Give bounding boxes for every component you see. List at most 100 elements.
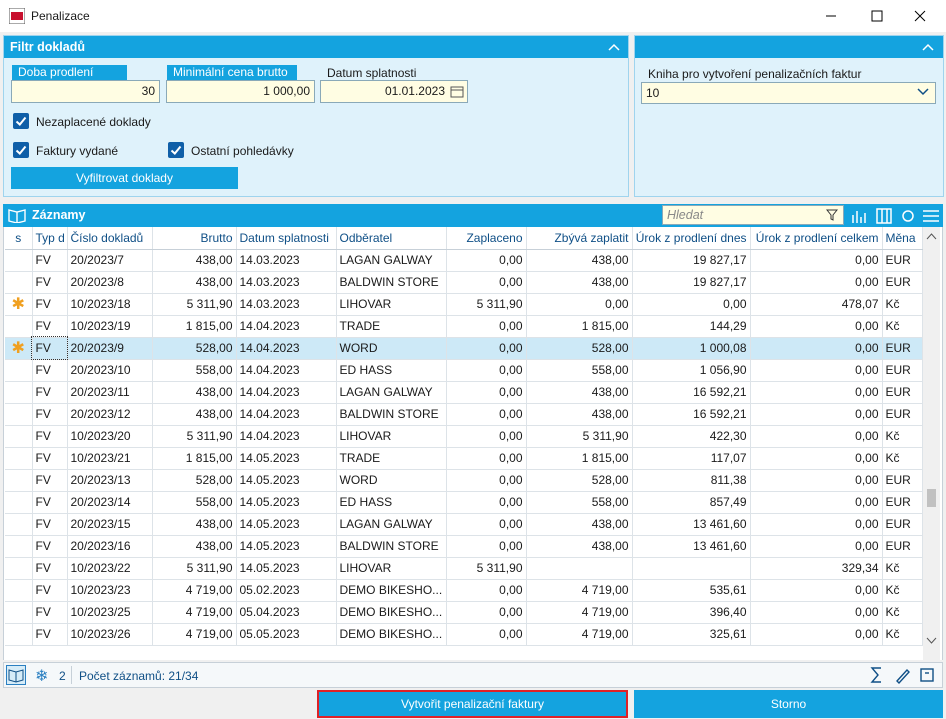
table-cell: 144,29 — [632, 315, 751, 338]
checkbox[interactable] — [13, 113, 29, 129]
column-header[interactable]: Typ d — [32, 227, 68, 250]
table-row[interactable]: FV 20/2023/15 438,00 14.05.2023 LAGAN GALWAY… — [5, 513, 923, 536]
table-cell: BALDWIN STORE — [336, 271, 447, 294]
table-row[interactable]: FV 20/2023/10 558,00 14.04.2023 ED HASS 0,00 5… — [5, 359, 923, 382]
table-row[interactable]: FV 10/2023/23 4 719,00 05.02.2023 DEMO BIKES… — [5, 579, 923, 602]
check-mark — [15, 145, 27, 155]
separator — [71, 666, 72, 684]
table-cell: FV — [32, 623, 68, 646]
window-controls[interactable] — [820, 8, 940, 24]
table-cell: 0,00 — [750, 447, 883, 470]
table-row[interactable]: FV 10/2023/25 4 719,00 05.04.2023 DEMO BIKES… — [5, 601, 923, 624]
scroll-thumb[interactable] — [927, 489, 936, 507]
table-cell: 14.03.2023 — [236, 271, 337, 294]
column-header[interactable]: Úrok z prodlení dnes — [632, 227, 751, 250]
scroll-up[interactable] — [926, 232, 937, 240]
calendar-icon[interactable] — [450, 85, 464, 98]
table-cell: 10/2023/19 — [67, 315, 153, 338]
table-row[interactable]: FV 20/2023/7 438,00 14.03.2023 LAGAN GALWAY 0… — [5, 249, 923, 272]
grid-area: s Typ d Číslo dokladů Brutto Datum splatnost… — [3, 227, 943, 660]
table-row[interactable]: ✱ FV 10/2023/18 5 311,90 14.03.2023 LIHOVAR 5 … — [5, 293, 923, 316]
table-row[interactable]: FV 20/2023/14 558,00 14.05.2023 ED HASS 0,00 5… — [5, 491, 923, 514]
table-row[interactable]: FV 10/2023/19 1 815,00 14.04.2023 TRADE 0,00 1… — [5, 315, 923, 338]
column-header[interactable]: s — [5, 227, 33, 250]
table-cell: 0,00 — [446, 337, 527, 360]
status-icons[interactable] — [869, 666, 941, 684]
toolbar-icons[interactable] — [851, 207, 941, 225]
column-header[interactable]: Zbývá zaplatit — [526, 227, 633, 250]
column-header[interactable]: Úrok z prodlení celkem — [750, 227, 883, 250]
marked-icon: ❄ — [35, 668, 49, 685]
table-row[interactable]: FV 20/2023/16 438,00 14.05.2023 BALDWIN STOR… — [5, 535, 923, 558]
cancel-button[interactable]: Storno — [634, 690, 943, 718]
table-cell: EUR — [882, 359, 923, 382]
date-input[interactable]: 01.01.2023 — [320, 80, 468, 103]
table-cell: 0,00 — [750, 469, 883, 492]
app-icon — [9, 8, 25, 24]
column-header[interactable]: Brutto — [152, 227, 237, 250]
table-cell: 20/2023/15 — [67, 513, 153, 536]
table-cell: 0,00 — [750, 315, 883, 338]
table-cell: 0,00 — [632, 293, 751, 316]
table-cell: BALDWIN STORE — [336, 403, 447, 426]
table-cell: 14.03.2023 — [236, 293, 337, 316]
column-header[interactable]: Datum splatnosti — [236, 227, 337, 250]
table-cell: 05.05.2023 — [236, 623, 337, 646]
table-row[interactable]: FV 10/2023/22 5 311,90 14.05.2023 LIHOVAR 5 3… — [5, 557, 923, 580]
table-row[interactable]: FV 10/2023/20 5 311,90 14.04.2023 LIHOVAR 0,0… — [5, 425, 923, 448]
table-row[interactable]: ✱ FV 20/2023/9 528,00 14.04.2023 WORD 0,00 528,… — [5, 336, 923, 360]
collapse-icon[interactable] — [607, 40, 621, 54]
filter-button[interactable]: Vyfiltrovat doklady — [11, 167, 238, 189]
text-input[interactable]: 30 — [11, 80, 160, 103]
window-title: Penalizace — [31, 9, 90, 23]
table-row[interactable]: FV 20/2023/11 438,00 14.04.2023 LAGAN GALWAY… — [5, 381, 923, 404]
table-cell: EUR — [882, 513, 923, 536]
table-cell: DEMO BIKESHO... — [336, 623, 447, 646]
table-cell: TRADE — [336, 447, 447, 470]
table-cell: FV — [32, 425, 68, 448]
checkbox[interactable] — [168, 142, 184, 158]
table-row[interactable]: FV 10/2023/26 4 719,00 05.05.2023 DEMO BIKES… — [5, 623, 923, 646]
table-cell: 438,00 — [526, 535, 633, 558]
checkbox[interactable] — [13, 142, 29, 158]
table-row[interactable]: FV 20/2023/8 438,00 14.03.2023 BALDWIN STORE… — [5, 271, 923, 294]
scrollbar[interactable] — [923, 227, 940, 660]
book-toggle[interactable] — [6, 665, 26, 685]
filter-icon[interactable] — [826, 209, 838, 221]
column-header[interactable]: Měna — [882, 227, 923, 250]
status-cell — [5, 381, 33, 404]
dropdown-icon[interactable] — [916, 87, 930, 97]
table-cell: Kč — [882, 315, 923, 338]
table-cell: 1 815,00 — [526, 315, 633, 338]
scroll-down[interactable] — [926, 637, 937, 645]
table-cell — [526, 557, 633, 580]
table-cell: 857,49 — [632, 491, 751, 514]
table-cell: 325,61 — [632, 623, 751, 646]
table-row[interactable]: FV 20/2023/12 438,00 14.04.2023 BALDWIN STOR… — [5, 403, 923, 426]
status-cell — [5, 271, 33, 294]
table-row[interactable]: FV 20/2023/13 528,00 14.05.2023 WORD 0,00 528,… — [5, 469, 923, 492]
table-cell: 14.05.2023 — [236, 469, 337, 492]
text-input[interactable]: 1 000,00 — [166, 80, 315, 103]
table-cell: LIHOVAR — [336, 425, 447, 448]
table-cell: DEMO BIKESHO... — [336, 601, 447, 624]
table-cell: 0,00 — [446, 249, 527, 272]
table-cell: 14.04.2023 — [236, 359, 337, 382]
select-input[interactable]: 10 — [641, 82, 936, 104]
column-header[interactable]: Číslo dokladů — [67, 227, 153, 250]
status-cell: ✱ — [5, 293, 33, 316]
column-header[interactable]: Zaplaceno — [446, 227, 527, 250]
table-cell: 20/2023/14 — [67, 491, 153, 514]
table-row[interactable]: FV 10/2023/21 1 815,00 14.05.2023 TRADE 0,00 1… — [5, 447, 923, 470]
table-cell: 0,00 — [446, 623, 527, 646]
table-cell: BALDWIN STORE — [336, 535, 447, 558]
collapse-icon[interactable] — [921, 40, 935, 54]
search-box[interactable]: Hledat — [662, 205, 844, 225]
table-cell: 438,00 — [152, 535, 237, 558]
create-button[interactable]: Vytvořit penalizační faktury — [317, 690, 628, 718]
table-cell: 0,00 — [750, 601, 883, 624]
status-cell — [5, 513, 33, 536]
field-label: Minimální cena brutto — [167, 65, 297, 80]
column-header[interactable]: Odběratel — [336, 227, 447, 250]
